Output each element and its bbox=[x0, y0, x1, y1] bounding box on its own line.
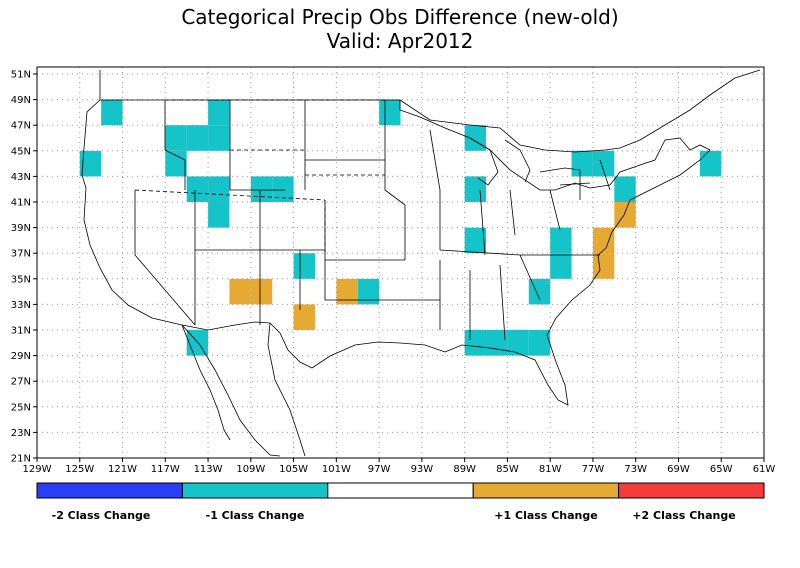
lon-label: 81W bbox=[539, 464, 562, 475]
lat-label: 21N bbox=[11, 454, 31, 465]
lon-label: 129W bbox=[23, 464, 52, 475]
legend-label-plus2: +2 Class Change bbox=[632, 509, 735, 522]
grid-cell-minus-28 bbox=[507, 330, 529, 356]
lon-label: 97W bbox=[368, 464, 391, 475]
lat-label: 31N bbox=[11, 326, 31, 337]
state-lines bbox=[134, 100, 611, 341]
lon-label: 61W bbox=[753, 464, 776, 475]
grid-cell-minus-7 bbox=[186, 176, 209, 202]
grid-cell-plus-5 bbox=[592, 227, 615, 254]
lon-label: 77W bbox=[582, 464, 605, 475]
grid-cell-minus-2 bbox=[165, 125, 187, 151]
lat-label: 25N bbox=[11, 402, 31, 413]
legend-label-minus1: -1 Class Change bbox=[206, 509, 305, 522]
legend-swatch-minus2 bbox=[36, 482, 183, 499]
grid-cell-minus-1 bbox=[79, 150, 102, 177]
grid-cell-minus-6 bbox=[165, 150, 187, 177]
lon-label: 117W bbox=[151, 464, 180, 475]
lon-label: 85W bbox=[496, 464, 519, 475]
legend-swatch-zero bbox=[327, 482, 474, 499]
legend-swatch-plus1 bbox=[472, 482, 620, 499]
map-subtitle: Valid: Apr2012 bbox=[326, 29, 474, 53]
great-lakes-outline bbox=[469, 137, 591, 186]
grid-cell-minus-5 bbox=[208, 125, 230, 151]
grid-cell-plus-0 bbox=[229, 278, 251, 305]
lat-label: 33N bbox=[11, 300, 31, 311]
lat-label: 51N bbox=[11, 70, 31, 81]
lon-label: 125W bbox=[65, 464, 94, 475]
grid-cell-minus-14 bbox=[357, 278, 380, 305]
grid-cell-minus-3 bbox=[186, 125, 209, 151]
longitude-labels: 129W 125W 121W 117W 113W 109W 105W 101W 97W 93W 89… bbox=[23, 458, 776, 475]
lon-label: 93W bbox=[411, 464, 434, 475]
canada-outline bbox=[99, 69, 761, 153]
grid-cell-minus-0 bbox=[101, 99, 123, 126]
grid-cell-minus-8 bbox=[208, 176, 230, 202]
legend-swatch-minus1 bbox=[181, 482, 329, 499]
lon-label: 101W bbox=[322, 464, 351, 475]
grid-cell-minus-21 bbox=[528, 278, 551, 305]
legend-swatch-plus2 bbox=[618, 482, 765, 499]
lat-label: 37N bbox=[11, 249, 31, 260]
legend-bar bbox=[36, 482, 765, 499]
mexico-outline bbox=[181, 322, 306, 457]
lat-label: 29N bbox=[11, 351, 31, 362]
grid-cell-minus-27 bbox=[486, 330, 508, 356]
grid-cell-minus-9 bbox=[208, 202, 230, 228]
baja-outline bbox=[181, 324, 231, 441]
lon-label: 73W bbox=[624, 464, 647, 475]
legend-label-minus2: -2 Class Change bbox=[52, 509, 151, 522]
grid-cell-minus-4 bbox=[208, 99, 230, 126]
grid-cell-plus-3 bbox=[336, 278, 358, 305]
lat-label: 41N bbox=[11, 198, 31, 209]
grid-cell-minus-22 bbox=[592, 150, 615, 177]
lon-label: 113W bbox=[194, 464, 223, 475]
lat-label: 43N bbox=[11, 172, 31, 183]
lat-label: 47N bbox=[11, 121, 31, 132]
grid-cell-minus-29 bbox=[528, 330, 551, 356]
grid-cell-plus-2 bbox=[293, 304, 315, 330]
grid-cell-minus-11 bbox=[272, 176, 294, 202]
grid-cell-minus-10 bbox=[250, 176, 273, 202]
grid-cell-minus-24 bbox=[614, 176, 636, 202]
lon-label: 121W bbox=[108, 464, 137, 475]
map-title: Categorical Precip Obs Difference (new-o… bbox=[181, 5, 619, 29]
map-outlines bbox=[81, 69, 761, 457]
lat-label: 35N bbox=[11, 274, 31, 285]
lon-label: 89W bbox=[453, 464, 476, 475]
lon-label: 105W bbox=[279, 464, 308, 475]
lat-label: 49N bbox=[11, 95, 31, 106]
lat-label: 23N bbox=[11, 428, 31, 439]
map-frame bbox=[36, 66, 765, 459]
state-lines-dashed bbox=[134, 99, 385, 255]
grid-cell-minus-20 bbox=[550, 253, 572, 279]
grid-cell-minus-17 bbox=[464, 176, 487, 202]
grid-cell-minus-26 bbox=[464, 330, 487, 356]
grid-cell-minus-19 bbox=[550, 227, 572, 254]
grid-cell-plus-1 bbox=[250, 278, 273, 305]
grid-cell-minus-12 bbox=[293, 253, 315, 279]
grid-cell-minus-15 bbox=[379, 99, 401, 126]
lon-label: 109W bbox=[236, 464, 265, 475]
grid-cell-minus-18 bbox=[464, 227, 487, 254]
lon-label: 65W bbox=[710, 464, 733, 475]
grid-cell-minus-23 bbox=[571, 150, 593, 177]
lat-label: 45N bbox=[11, 146, 31, 157]
latitude-labels: 51N 49N 47N 45N 43N 41N 39N 37N 35N 33N 31N 29N 27N 2… bbox=[11, 70, 37, 465]
grid-cell-plus-6 bbox=[592, 253, 615, 279]
lon-label: 69W bbox=[667, 464, 690, 475]
graticule bbox=[37, 67, 764, 458]
difference-cells bbox=[79, 99, 722, 356]
legend-label-plus1: +1 Class Change bbox=[494, 509, 597, 522]
grid-cell-minus-16 bbox=[464, 125, 487, 151]
lat-label: 39N bbox=[11, 223, 31, 234]
grid-cell-minus-25 bbox=[699, 150, 722, 177]
lat-label: 27N bbox=[11, 377, 31, 388]
conus-outline bbox=[81, 99, 711, 406]
legend-labels: -2 Class Change -1 Class Change +1 Class C… bbox=[52, 509, 736, 522]
